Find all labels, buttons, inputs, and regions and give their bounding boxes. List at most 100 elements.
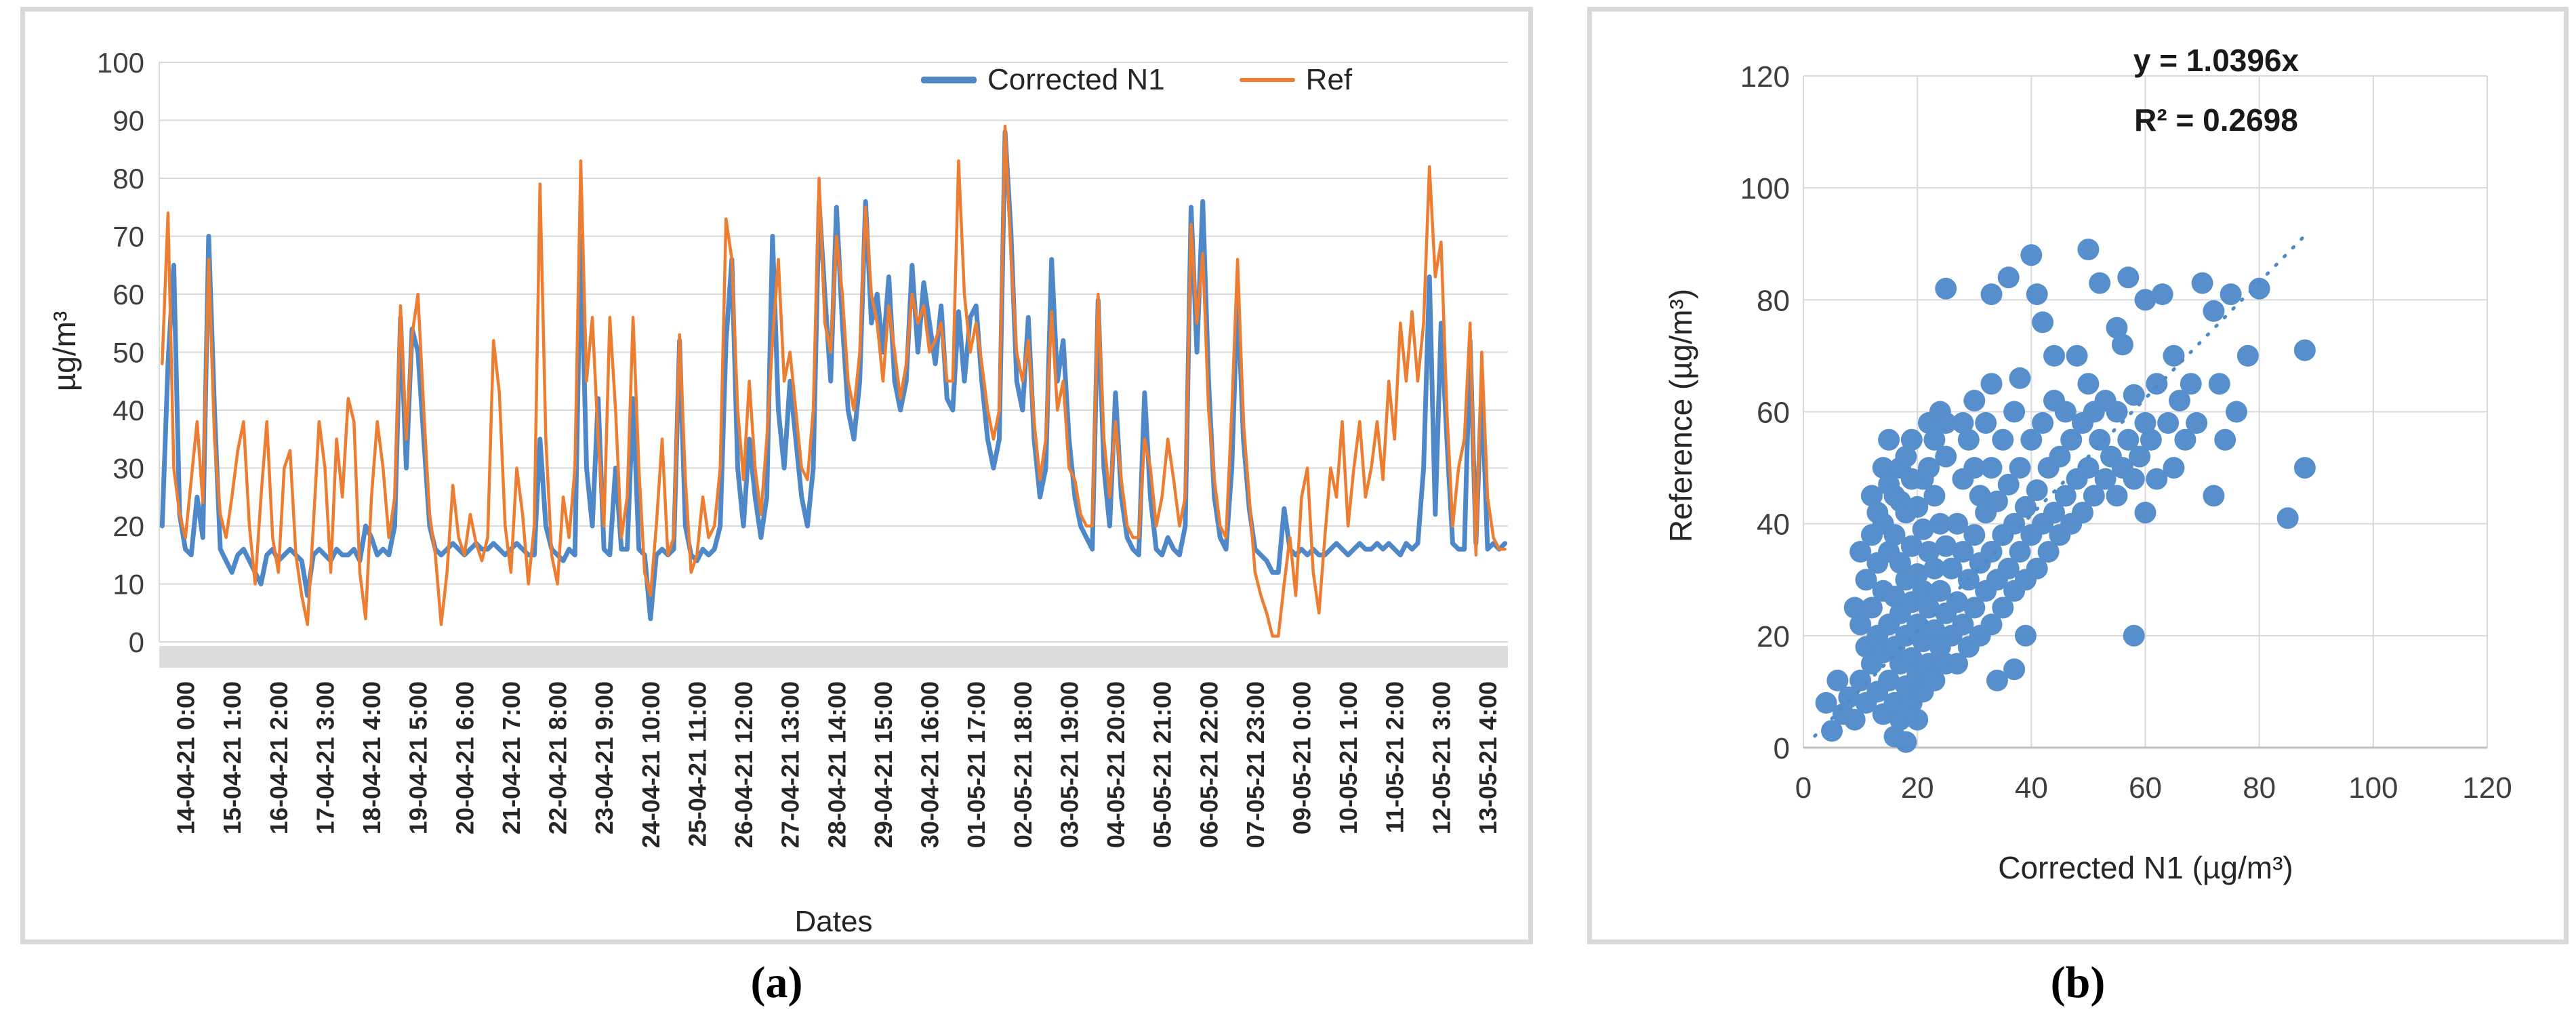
scatter-point — [1895, 445, 1917, 468]
scatter-point — [2129, 445, 2151, 468]
scatter-point — [2066, 344, 2088, 367]
y-tick-label: 50 — [113, 337, 144, 369]
legend-label: Corrected N1 — [987, 63, 1165, 96]
y-tick-label: 60 — [1757, 397, 1790, 430]
x-tick-label: 05-05-21 21:00 — [1149, 681, 1177, 848]
scatter-point — [2089, 428, 2111, 451]
scatter-point — [2276, 507, 2299, 529]
scatter-point — [2123, 468, 2145, 490]
y-tick-label: 40 — [113, 395, 144, 426]
scatter-points — [1815, 239, 2316, 753]
scatter-point — [1918, 457, 1940, 479]
scatter-point — [2208, 373, 2230, 395]
line-chart-panel: 0 10 20 30 40 50 60 70 80 90 100 14-04-21 0:00 15-04… — [20, 7, 1533, 944]
scatter-point — [1900, 428, 1923, 451]
scatter-point — [2054, 401, 2077, 423]
scatter-point — [1986, 490, 2008, 512]
scatter-point — [2072, 502, 2093, 524]
scatter-point — [2169, 390, 2190, 411]
x-tick-label: 26-04-21 12:00 — [730, 681, 758, 848]
scatter-point — [1889, 552, 1911, 574]
y-tick-label: 20 — [1757, 620, 1790, 653]
scatter-point — [2123, 384, 2145, 406]
x-tick-label: 09-05-21 0:00 — [1288, 681, 1315, 834]
scatter-point — [1855, 569, 1877, 591]
scatter-point — [1883, 586, 1906, 607]
scatter-point — [1923, 428, 1946, 451]
scatter-point — [2134, 502, 2156, 524]
legend-line-sample-orange — [1239, 78, 1295, 82]
line-chart-canvas: 0 10 20 30 40 50 60 70 80 90 100 14-04-21 0:00 15-04… — [97, 47, 1508, 848]
legend-label: Ref — [1305, 63, 1353, 96]
x-tick-label: 02-05-21 18:00 — [1009, 681, 1037, 848]
x-tick-label: 07-05-21 23:00 — [1242, 681, 1269, 848]
scatter-point — [1957, 428, 1980, 451]
scatter-point — [1906, 708, 1929, 731]
subfigure-caption-a: (a) — [750, 958, 803, 1007]
scatter-point — [2089, 272, 2111, 294]
scatter-point — [1843, 597, 1866, 619]
x-axis-title: Dates — [794, 905, 873, 938]
x-tick-label: 12-05-21 3:00 — [1427, 681, 1455, 834]
scatter-point — [2083, 485, 2105, 507]
scatter-point — [1878, 428, 1900, 451]
scatter-point — [1980, 541, 2003, 563]
scatter-point — [2106, 401, 2128, 423]
scatter-point — [2043, 344, 2065, 367]
scatter-point — [1997, 557, 2020, 580]
legend-line-sample-blue — [921, 77, 977, 83]
x-tick-label: 0 — [1795, 771, 1812, 805]
scatter-point — [1969, 485, 1991, 507]
scatter-point — [1912, 580, 1934, 602]
scatter-point — [2248, 277, 2270, 300]
scatter-point — [1980, 457, 2003, 479]
scatter-point — [1849, 541, 1872, 563]
scatter-point — [1843, 708, 1866, 731]
scatter-point — [1918, 653, 1940, 675]
scatter-point — [2014, 496, 2037, 518]
scatter-point — [2163, 457, 2185, 479]
scatter-point — [1849, 613, 1872, 636]
scatter-point — [1849, 669, 1872, 691]
scatter-point — [2146, 468, 2168, 490]
legend-item-corrected-n1[interactable]: Corrected N1 — [921, 63, 1165, 97]
scatter-point — [1860, 597, 1883, 619]
scatter-point — [1923, 557, 1946, 580]
r-squared-line: R² = 0.2698 — [2134, 102, 2298, 138]
x-tick-label: 60 — [2129, 771, 2162, 805]
scatter-point — [2106, 317, 2128, 339]
scatter-point — [2077, 239, 2100, 260]
y-tick-label: 0 — [129, 626, 144, 658]
scatter-point — [1923, 669, 1946, 691]
equation-line: y = 1.0396x — [2133, 43, 2299, 78]
chart-legend: Corrected N1 Ref — [921, 63, 1352, 97]
scatter-point — [1992, 428, 2014, 451]
y-tick-label: 120 — [1740, 60, 1790, 94]
trendline-equation: y = 1.0396x R² = 0.2698 — [2013, 31, 2419, 150]
x-tick-label: 19-04-21 5:00 — [405, 681, 432, 834]
scatter-point — [2123, 624, 2145, 647]
scatter-point — [1935, 445, 1957, 468]
y-tick-label: 60 — [113, 279, 144, 310]
scatter-point — [1997, 473, 2020, 496]
legend-item-ref[interactable]: Ref — [1239, 63, 1353, 97]
scatter-chart-canvas: 0 20 40 60 80 100 120 0 20 40 60 80 100 120 — [1740, 60, 2512, 805]
scatter-point — [1895, 731, 1917, 753]
x-tick-label: 21-04-21 7:00 — [497, 681, 525, 834]
scatter-point — [1980, 373, 2003, 395]
y-tick-label: 0 — [1774, 732, 1790, 765]
scatter-point — [2026, 557, 2048, 580]
y-tick-label: 70 — [113, 221, 144, 253]
scatter-point — [1906, 613, 1929, 636]
scatter-point — [1975, 412, 1997, 434]
scatter-point — [2094, 468, 2117, 490]
scatter-point — [2203, 300, 2225, 322]
y-tick-label: 80 — [1757, 284, 1790, 317]
x-tick-label: 17-04-21 3:00 — [311, 681, 339, 834]
x-tick-label: 04-05-21 20:00 — [1102, 681, 1130, 848]
scatter-point — [2203, 485, 2225, 507]
scatter-point — [2117, 428, 2140, 451]
x-tick-label: 20 — [1901, 771, 1934, 805]
x-tick-label: 29-04-21 15:00 — [870, 681, 897, 848]
scatter-point — [1980, 613, 2003, 636]
